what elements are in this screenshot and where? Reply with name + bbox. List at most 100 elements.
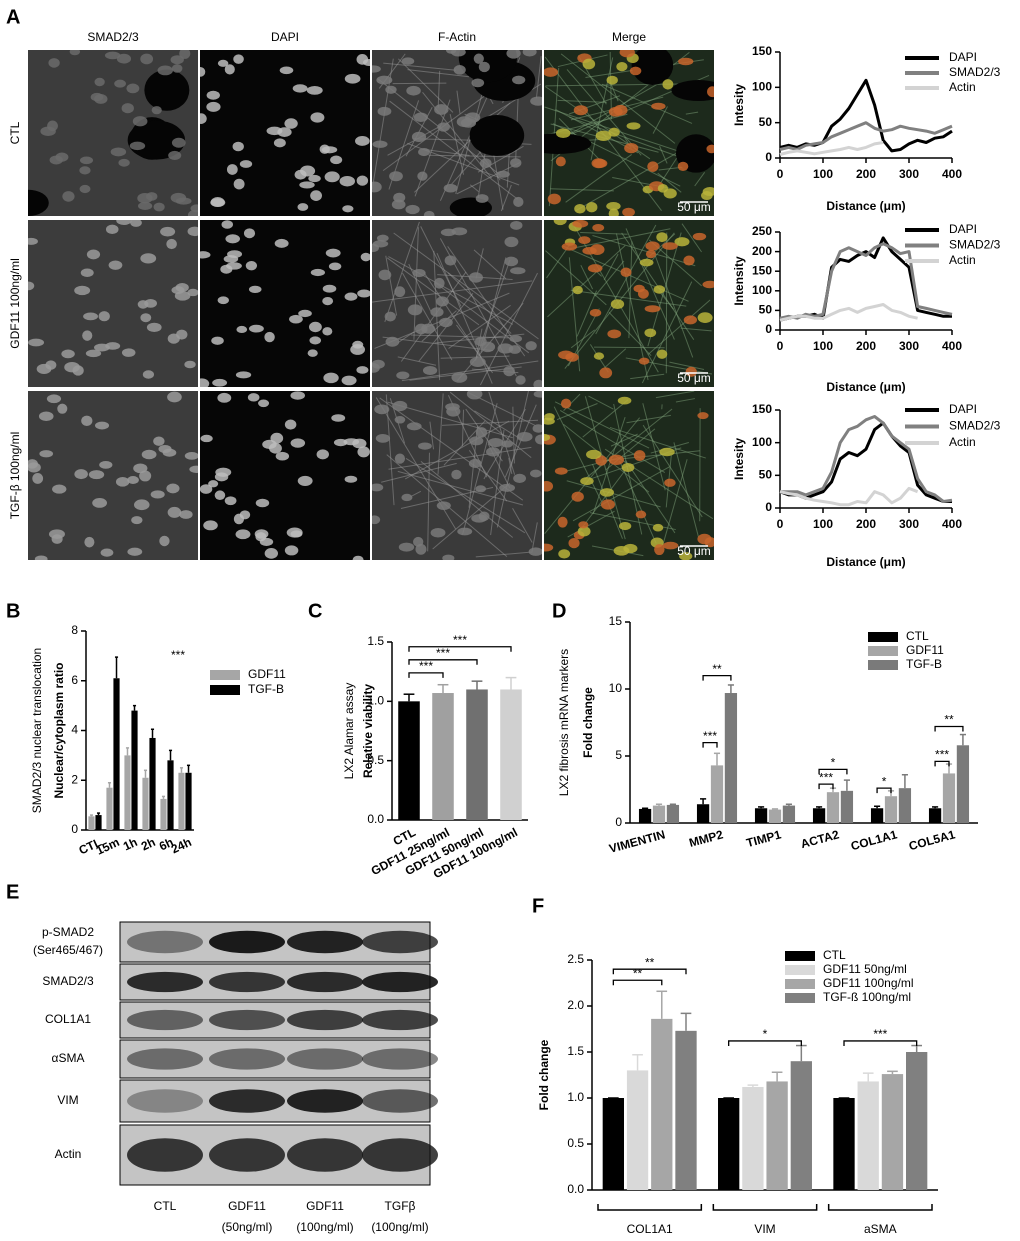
bar	[675, 1030, 697, 1190]
nucleus	[512, 75, 526, 85]
fiber	[500, 184, 512, 212]
nucleus	[610, 299, 625, 309]
nucleus	[533, 391, 542, 398]
nucleus	[84, 536, 95, 548]
bar	[942, 773, 956, 823]
micrograph: 50 μm	[544, 220, 714, 387]
nucleus	[239, 160, 253, 168]
nucleus	[662, 541, 679, 550]
y-tick-label: 50	[759, 115, 773, 129]
nucleus	[146, 322, 162, 332]
nucleus	[599, 367, 613, 379]
x-tick-label: 0	[777, 517, 784, 531]
nucleus	[357, 446, 370, 458]
nucleus	[316, 449, 329, 460]
y-tick-label: 250	[752, 224, 772, 238]
nucleus	[377, 106, 392, 116]
bar	[790, 1061, 812, 1190]
nucleus	[212, 378, 228, 387]
panel-label: B	[6, 600, 20, 622]
error-bar	[107, 781, 112, 788]
nucleus	[284, 118, 298, 129]
nucleus	[509, 335, 523, 343]
nucleus	[360, 252, 370, 262]
nucleus	[508, 345, 522, 354]
nucleus	[384, 311, 396, 322]
nucleus	[127, 547, 143, 556]
nucleus	[275, 451, 290, 461]
nucleus	[233, 178, 245, 190]
nucleus	[652, 523, 664, 532]
error-bar	[437, 683, 449, 694]
fiber	[610, 433, 638, 447]
blot-column-label: (100ng/ml)	[296, 1220, 353, 1234]
significance: *	[831, 756, 836, 770]
nucleus	[391, 199, 406, 210]
nucleus	[473, 53, 484, 64]
nucleus	[560, 398, 572, 409]
fiber	[575, 142, 695, 212]
blot-band	[127, 1089, 203, 1113]
nucleus	[608, 106, 623, 117]
y-tick-label: 100	[752, 80, 772, 94]
nucleus	[34, 555, 48, 560]
nucleus	[544, 433, 551, 442]
nucleus	[577, 526, 591, 537]
fiber	[673, 442, 699, 538]
nucleus	[411, 131, 427, 142]
x-tick-label: ACTA2	[799, 827, 841, 851]
blot-band	[209, 1138, 285, 1172]
fiber	[553, 406, 603, 502]
nucleus	[623, 543, 638, 554]
panel-label: C	[308, 600, 322, 622]
nucleus	[235, 371, 252, 379]
blot-band	[362, 1048, 438, 1070]
nucleus	[331, 414, 346, 422]
nucleus	[582, 246, 597, 255]
nucleus	[352, 555, 364, 560]
error-bar	[771, 1071, 783, 1082]
nucleus	[62, 191, 75, 202]
nucleus	[200, 484, 213, 494]
cells	[28, 220, 198, 379]
nucleus	[224, 496, 237, 506]
nucleus	[150, 490, 165, 499]
fiber	[420, 460, 514, 538]
nucleus	[618, 521, 632, 531]
nucleus	[297, 203, 309, 211]
gap	[127, 120, 186, 160]
nucleus	[49, 155, 63, 165]
nucleus	[442, 554, 455, 560]
bar	[651, 1018, 673, 1190]
nucleus	[430, 527, 446, 538]
fiber	[468, 449, 508, 502]
nucleus	[211, 336, 224, 345]
nucleus	[159, 535, 170, 547]
nucleus	[114, 79, 126, 88]
nucleus	[344, 475, 358, 483]
y-tick-label: 0.0	[567, 1182, 584, 1196]
y-tick-label: 1.5	[367, 634, 384, 648]
blot-band	[209, 930, 285, 954]
nucleus	[423, 210, 435, 216]
legend-label: DAPI	[949, 50, 977, 64]
x-tick-label: 400	[942, 517, 962, 531]
significance-bracket	[408, 672, 444, 678]
legend-label: Actin	[949, 253, 976, 267]
nucleus	[606, 202, 621, 211]
nucleus	[392, 400, 408, 412]
nucleus	[248, 324, 264, 333]
fiber	[608, 311, 652, 357]
fiber	[601, 83, 693, 124]
nucleus	[608, 454, 625, 466]
nucleus	[644, 305, 661, 313]
fiber	[570, 289, 687, 307]
nucleus	[61, 349, 75, 359]
legend-label: CTL	[906, 629, 929, 643]
nucleus	[224, 64, 235, 75]
nucleus	[573, 105, 588, 116]
nucleus	[264, 548, 279, 559]
fiber	[531, 522, 538, 553]
nucleus	[401, 493, 413, 502]
bar	[149, 737, 156, 830]
